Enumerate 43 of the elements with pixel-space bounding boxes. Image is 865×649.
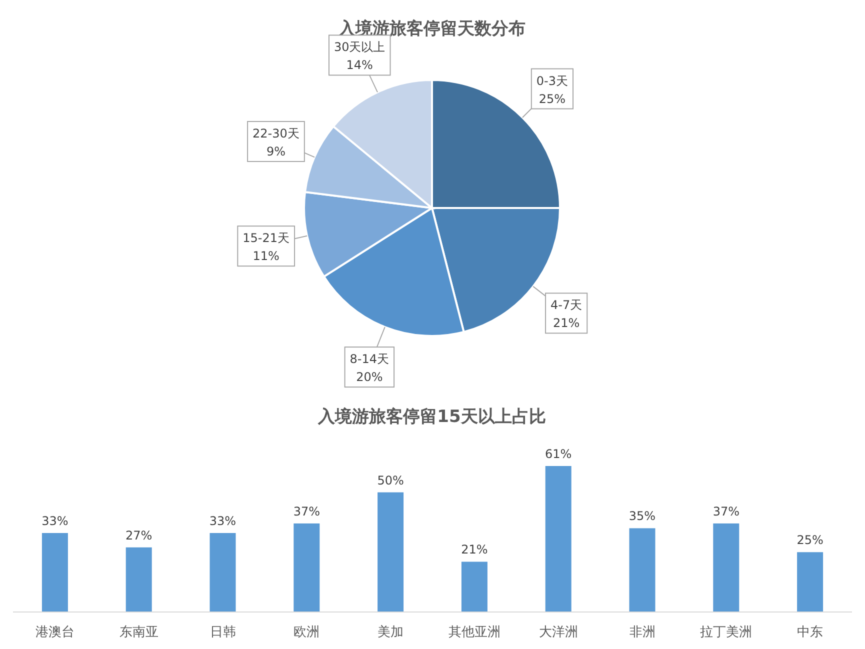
slice-label: 4-7天 <box>550 298 582 312</box>
x-tick-label: 美加 <box>378 624 404 640</box>
bar <box>461 562 488 612</box>
data-label: 27% <box>126 528 152 542</box>
bar <box>294 523 320 612</box>
bar <box>629 528 656 612</box>
data-label: 20% <box>356 370 383 384</box>
data-label: 25% <box>796 533 824 548</box>
slice-label: 0-3天 <box>536 74 568 88</box>
chart-title: 入境游旅客停留15天以上占比 <box>317 407 546 427</box>
data-label: 37% <box>293 504 320 518</box>
data-label: 25% <box>538 92 566 106</box>
slice-label: 22-30天 <box>252 126 300 140</box>
x-tick-label: 非洲 <box>629 625 656 640</box>
data-label: 33% <box>209 514 236 528</box>
data-label: 21% <box>552 316 580 330</box>
bar <box>210 533 236 612</box>
slice-label: 30天以上 <box>334 40 386 54</box>
slice-label: 8-14天 <box>350 352 390 366</box>
x-tick-label: 东南亚 <box>119 625 158 640</box>
data-label: 50% <box>377 473 404 488</box>
data-label: 11% <box>252 249 280 264</box>
bar <box>42 533 68 612</box>
x-tick-label: 中东 <box>797 625 824 640</box>
x-tick-label: 欧洲 <box>294 625 320 640</box>
data-label: 37% <box>712 504 740 518</box>
x-tick-label: 拉丁美洲 <box>700 624 752 640</box>
x-tick-label: 日韩 <box>210 625 236 640</box>
data-label: 21% <box>461 542 488 557</box>
bar <box>378 492 404 612</box>
bar <box>545 466 572 612</box>
x-tick-label: 其他亚洲 <box>448 625 500 640</box>
x-tick-label: 大洋洲 <box>538 625 578 640</box>
data-label: 33% <box>42 514 68 528</box>
bar <box>126 547 152 612</box>
bar <box>713 523 740 612</box>
data-label: 35% <box>628 509 656 524</box>
bar <box>797 552 824 612</box>
x-tick-label: 港澳台 <box>35 625 74 640</box>
data-label: 9% <box>266 144 286 158</box>
data-label: 14% <box>346 58 373 72</box>
data-label: 61% <box>545 447 572 461</box>
slice-label: 15-21天 <box>242 231 290 246</box>
